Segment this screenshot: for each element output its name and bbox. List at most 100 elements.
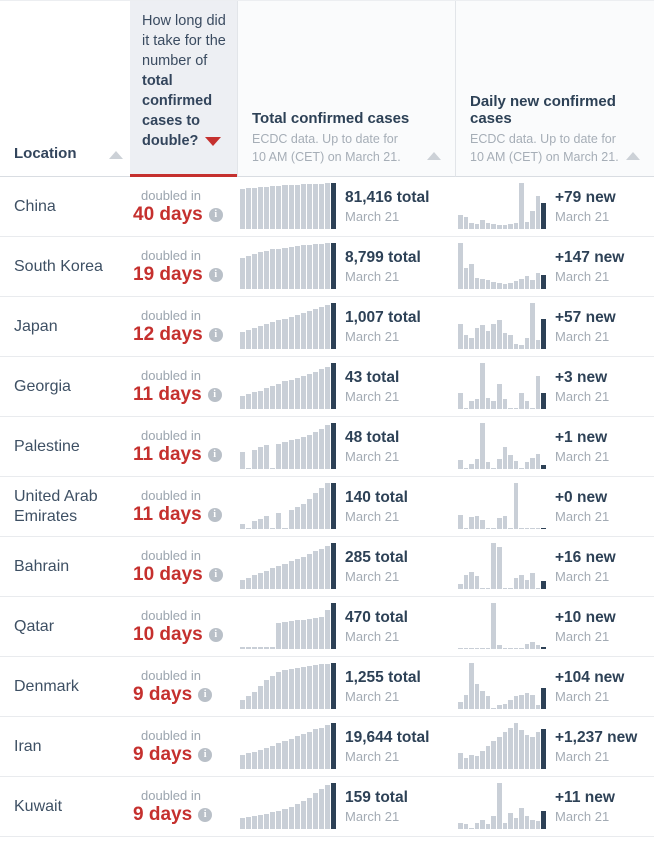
daily-date: March 21	[555, 209, 610, 224]
spark-bar	[535, 272, 541, 289]
spark-bar	[240, 257, 246, 289]
spark-bar	[513, 408, 519, 409]
spark-bar	[324, 725, 330, 769]
location-label: South Korea	[14, 257, 103, 275]
total-value: 285 total	[345, 549, 408, 566]
header-daily-cases[interactable]: Daily new confirmed cases ECDC data. Up …	[455, 1, 654, 177]
spark-bar	[246, 696, 252, 709]
spark-bar	[240, 451, 246, 469]
spark-bar	[306, 310, 312, 349]
spark-bar	[513, 723, 519, 769]
spark-bar	[513, 223, 519, 229]
sort-asc-icon[interactable]	[108, 151, 123, 159]
spark-bar	[288, 668, 294, 709]
info-icon[interactable]	[208, 267, 223, 282]
spark-bar	[324, 483, 330, 529]
spark-bar	[491, 400, 496, 409]
spark-bar	[330, 243, 336, 289]
spark-bar	[502, 823, 508, 829]
info-icon[interactable]	[208, 327, 223, 342]
info-icon[interactable]	[208, 627, 223, 642]
spark-bar	[282, 669, 288, 709]
spark-bar	[508, 647, 513, 649]
table-row: Bahrain doubled in 10 days 285 total Mar…	[0, 537, 654, 597]
spark-bar	[246, 753, 252, 769]
total-date: March 21	[345, 509, 400, 524]
spark-bar	[485, 588, 491, 589]
total-value: 48 total	[345, 429, 400, 446]
location-cell: China	[0, 177, 130, 236]
doubled-in-label: doubled in	[141, 367, 201, 383]
spark-bar	[535, 195, 541, 229]
spark-bar	[258, 646, 264, 649]
spark-bar	[312, 244, 318, 289]
info-icon[interactable]	[207, 507, 222, 522]
spark-bar	[469, 464, 474, 469]
spark-bar	[294, 667, 300, 709]
doubling-question-bold: total confirmed cases to double?	[142, 73, 213, 149]
location-cell: Iran	[0, 717, 130, 776]
spark-bar	[300, 375, 306, 409]
daily-value: +57 new	[555, 309, 616, 326]
spark-bar	[458, 515, 463, 529]
info-icon[interactable]	[208, 207, 223, 222]
spark-bar	[300, 184, 306, 229]
spark-bar	[282, 381, 288, 409]
spark-bar	[485, 462, 491, 469]
spark-bar	[535, 820, 541, 829]
info-icon[interactable]	[198, 807, 213, 822]
header-doubling-time[interactable]: How long did it take for the number of t…	[130, 1, 237, 177]
location-header-label: Location	[14, 145, 77, 162]
sort-asc-icon[interactable]	[427, 152, 441, 160]
total-value: 159 total	[345, 789, 408, 806]
info-icon[interactable]	[198, 687, 213, 702]
spark-bar	[270, 745, 276, 769]
daily-date: March 21	[555, 569, 610, 584]
sort-desc-icon[interactable]	[205, 136, 222, 146]
doubling-days-value: 11 days	[133, 383, 202, 405]
spark-bar	[524, 579, 530, 589]
spark-bar	[288, 316, 294, 349]
daily-sparkline	[458, 543, 546, 589]
spark-bar	[258, 326, 264, 349]
doubling-cell: doubled in 10 days	[130, 597, 237, 656]
spark-bar	[508, 335, 513, 349]
spark-bar	[480, 819, 485, 829]
spark-bar	[519, 392, 524, 409]
spark-bar	[530, 695, 535, 709]
spark-bar	[330, 663, 336, 709]
info-icon[interactable]	[208, 567, 223, 582]
spark-bar	[294, 804, 300, 829]
spark-bar	[270, 675, 276, 709]
total-cases-cell: 159 total March 21	[237, 777, 455, 836]
spark-bar	[312, 617, 318, 649]
daily-sparkline	[458, 303, 546, 349]
spark-bar	[264, 324, 270, 349]
daily-date: March 21	[555, 629, 610, 644]
spark-bar	[312, 551, 318, 589]
header-location[interactable]: Location	[0, 1, 130, 177]
spark-bar	[306, 374, 312, 409]
info-icon[interactable]	[207, 387, 222, 402]
spark-bar	[530, 819, 535, 829]
total-cases-cell: 470 total March 21	[237, 597, 455, 656]
spark-bar	[276, 185, 282, 229]
header-total-cases[interactable]: Total confirmed cases ECDC data. Up to d…	[237, 1, 455, 177]
location-cell: South Korea	[0, 237, 130, 296]
total-value: 140 total	[345, 489, 408, 506]
spark-bar	[276, 443, 282, 469]
spark-bar	[524, 400, 530, 409]
spark-bar	[458, 215, 463, 229]
spark-bar	[294, 377, 300, 409]
sort-asc-icon[interactable]	[626, 152, 640, 160]
spark-bar	[519, 345, 524, 349]
daily-sparkline	[458, 723, 546, 769]
total-value: 1,007 total	[345, 309, 421, 326]
spark-bar	[480, 588, 485, 589]
info-icon[interactable]	[198, 747, 213, 762]
info-icon[interactable]	[207, 447, 222, 462]
total-date: March 21	[345, 449, 400, 464]
spark-bar	[288, 806, 294, 829]
daily-cases-subtitle: ECDC data. Up to date for 10 AM (CET) on…	[470, 131, 619, 164]
total-sparkline	[240, 363, 336, 409]
